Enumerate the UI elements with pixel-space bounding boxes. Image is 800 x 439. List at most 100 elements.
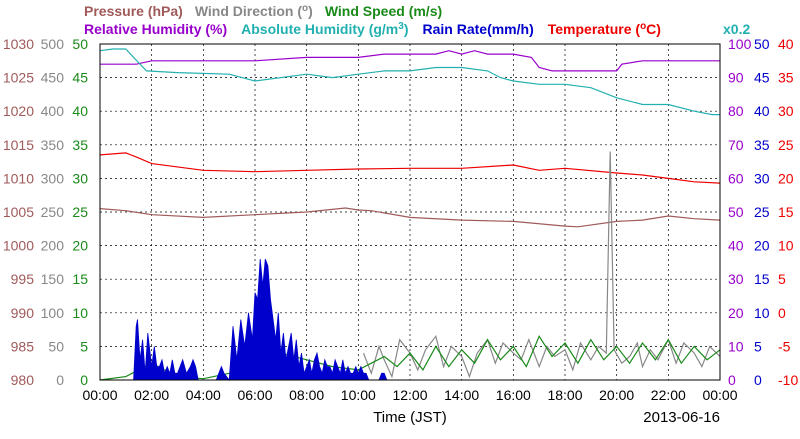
legend-suffix: C) [646,21,661,37]
y-tick-label-wind-direction: 100 [41,305,65,321]
y-tick-label-rain-rate: 10 [754,305,770,321]
y-tick-label-wind-speed: 50 [72,36,88,52]
x-tick-label: 14:00 [444,387,479,403]
y-tick-label-wind-speed: 15 [72,271,88,287]
y-tick-label-wind-speed: 10 [72,305,88,321]
y-tick-label-temperature: 40 [778,36,794,52]
series-rain-rate-mm-h-area [133,258,372,382]
y-tick-label-wind-direction: 50 [48,338,64,354]
y-tick-label-wind-direction: 0 [56,372,64,388]
y-tick-label-relative-humidity: 0 [728,372,736,388]
y-tick-label-wind-speed: 20 [72,238,88,254]
y-tick-label-temperature: -5 [778,338,791,354]
y-tick-label-temperature: 25 [778,137,794,153]
y-tick-label-pressure: 980 [11,372,35,388]
y-tick-label-relative-humidity: 30 [728,271,744,287]
y-tick-label-rain-rate: 25 [754,204,770,220]
axis-layer: 1030102510201015101010051000995990985980… [3,36,799,403]
y-tick-label-pressure: 985 [11,338,35,354]
y-tick-label-wind-speed: 5 [80,338,88,354]
y-tick-label-rain-rate: 40 [754,103,770,119]
legend-entry: Temperature (oC) [548,21,661,37]
series-absolute-humidity-g-m3-line [99,48,720,116]
legend-label: Wind Direction ( [195,3,303,19]
x-tick-label: 16:00 [496,387,531,403]
x-tick-label: 04:00 [186,387,221,403]
x-axis-label: Time (JST) [373,409,447,426]
y-tick-label-wind-direction: 150 [41,271,65,287]
y-tick-label-relative-humidity: 20 [728,305,744,321]
y-tick-label-pressure: 1025 [3,70,34,86]
y-tick-label-temperature: -10 [778,372,798,388]
y-tick-label-wind-direction: 300 [41,170,65,186]
legend-entry: Wind Direction (o) [195,3,313,19]
y-tick-label-rain-rate: 45 [754,70,770,86]
y-tick-label-rain-rate: 5 [754,338,762,354]
y-tick-label-pressure: 1020 [3,103,34,119]
y-tick-label-wind-speed: 45 [72,70,88,86]
legend-layer: Pressure (hPa) Wind Direction (o) Wind Spe… [84,3,750,37]
series-layer [99,48,721,382]
y-tick-label-wind-speed: 0 [80,372,88,388]
legend-entry: Pressure (hPa) [84,3,183,19]
y-tick-label-pressure: 1005 [3,204,34,220]
y-tick-label-temperature: 10 [778,238,794,254]
y-tick-label-temperature: 35 [778,70,794,86]
y-tick-label-wind-speed: 25 [72,204,88,220]
y-tick-label-relative-humidity: 10 [728,338,744,354]
legend-superscript: 3 [398,21,404,32]
y-tick-label-temperature: 15 [778,204,794,220]
legend-suffix: ) [404,21,409,37]
date-label: 2013-06-16 [643,409,720,426]
legend-superscript: o [302,3,308,14]
y-tick-label-wind-speed: 35 [72,137,88,153]
x-tick-label: 00:00 [702,387,737,403]
x-tick-label: 22:00 [651,387,686,403]
x-tick-label: 00:00 [82,387,117,403]
y-tick-label-wind-direction: 500 [41,36,65,52]
legend-suffix: ) [308,3,313,19]
y-tick-label-relative-humidity: 60 [728,170,744,186]
series-temperature-c-line [99,152,721,184]
x-tick-label: 18:00 [547,387,582,403]
legend-entry: Rain Rate(mm/h) [423,21,534,37]
y-tick-label-relative-humidity: 70 [728,137,744,153]
y-tick-label-rain-rate: 35 [754,137,770,153]
y-tick-label-temperature: 0 [778,305,786,321]
y-tick-label-temperature: 30 [778,103,794,119]
y-tick-label-rain-rate: 0 [754,372,762,388]
y-tick-label-wind-direction: 400 [41,103,65,119]
absolute-humidity-scale-note: x0.2 [723,21,750,37]
y-tick-label-temperature: 5 [778,271,786,287]
x-tick-label: 10:00 [341,387,376,403]
legend-entry: Relative Humidity (%) [84,21,227,37]
y-tick-label-relative-humidity: 100 [728,36,752,52]
y-tick-label-relative-humidity: 90 [728,70,744,86]
y-tick-label-rain-rate: 50 [754,36,770,52]
series-wind-direction-line [362,151,721,379]
y-tick-label-pressure: 995 [11,271,35,287]
y-tick-label-pressure: 990 [11,305,35,321]
y-tick-label-temperature: 20 [778,170,794,186]
legend-label: Wind Speed (m/s) [325,3,442,19]
x-tick-label: 06:00 [237,387,272,403]
grid-layer [100,44,720,380]
legend-superscript: o [640,21,646,32]
y-tick-label-wind-direction: 200 [41,238,65,254]
legend-label: Absolute Humidity (g/m [241,21,398,37]
y-tick-label-rain-rate: 30 [754,170,770,186]
y-tick-label-pressure: 1000 [3,238,34,254]
legend-entry: Absolute Humidity (g/m3) [241,21,408,37]
x-tick-label: 12:00 [392,387,427,403]
y-tick-label-wind-direction: 350 [41,137,65,153]
legend-label: Rain Rate(mm/h) [423,21,534,37]
plot-frame [99,43,721,381]
y-tick-label-wind-speed: 40 [72,103,88,119]
legend-entry: Wind Speed (m/s) [325,3,442,19]
y-tick-label-relative-humidity: 40 [728,238,744,254]
y-tick-label-rain-rate: 20 [754,238,770,254]
series-relative-humidity-line [100,50,720,72]
